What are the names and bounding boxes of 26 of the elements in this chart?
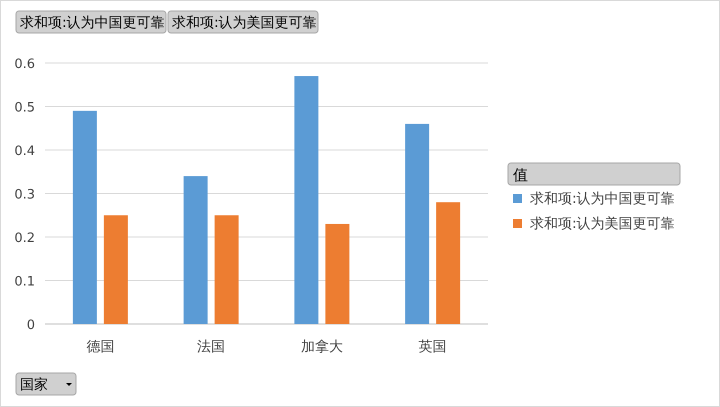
field-button: 求和项:认为中国更可靠 bbox=[16, 10, 166, 34]
bar bbox=[104, 215, 128, 324]
bar bbox=[72, 110, 97, 324]
y-tick-label: 0.4 bbox=[14, 144, 35, 159]
bar bbox=[436, 202, 460, 324]
y-tick-label: 0 bbox=[26, 318, 35, 333]
legend-title: 值 bbox=[513, 166, 528, 184]
x-tick-label: 加拿大 bbox=[300, 339, 343, 355]
field-button: 国家 bbox=[16, 372, 76, 396]
bar bbox=[214, 215, 239, 324]
legend-label: 求和项:认为中国更可靠 bbox=[530, 191, 675, 207]
y-tick-label: 0.6 bbox=[14, 57, 35, 72]
bar bbox=[405, 124, 430, 324]
bar bbox=[184, 176, 208, 324]
x-axis-title: 国家 bbox=[20, 377, 48, 393]
y-tick-label: 0.5 bbox=[14, 100, 35, 116]
x-tick-label: 德国 bbox=[86, 339, 114, 355]
x-tick-label: 英国 bbox=[418, 339, 447, 355]
y-tick-label: 0.3 bbox=[14, 188, 35, 202]
bar bbox=[294, 76, 318, 324]
field-button: 求和项:认为美国更可靠 bbox=[168, 10, 318, 34]
y-tick-label: 0.1 bbox=[14, 274, 35, 290]
y-tick-label: 0.2 bbox=[14, 231, 35, 246]
x-tick-label: 法国 bbox=[197, 339, 226, 355]
legend-label: 求和项:认为美国更可靠 bbox=[530, 216, 675, 232]
bar bbox=[325, 224, 350, 324]
